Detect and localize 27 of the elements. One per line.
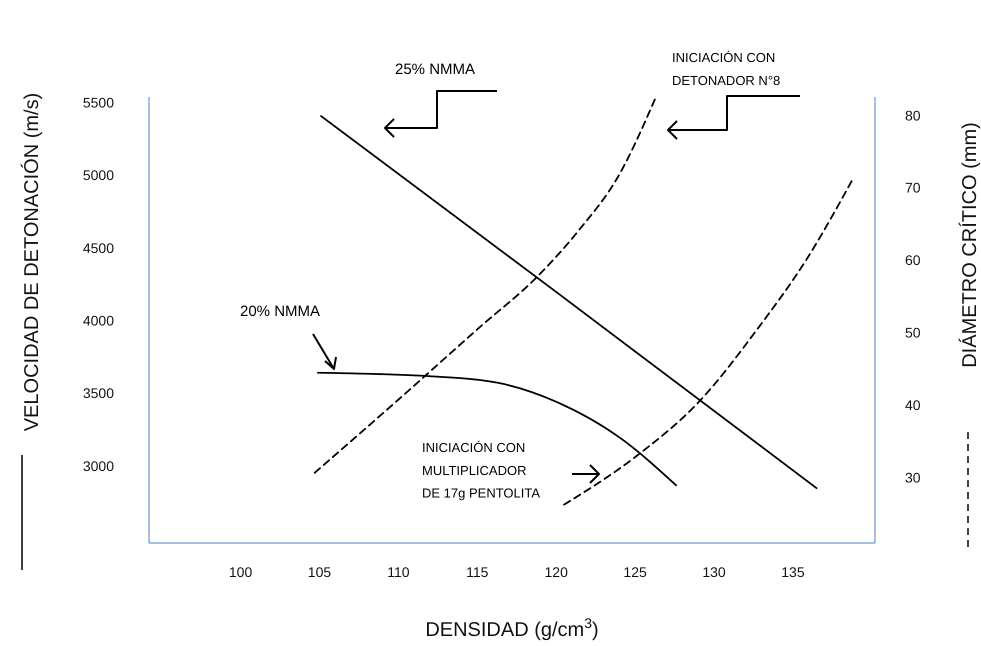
text: 25% NMMA	[395, 61, 476, 78]
y2-tick-label: 60	[905, 252, 921, 268]
y-tick-label: 5500	[82, 94, 114, 110]
x-tick-label: 110	[387, 564, 410, 580]
y2-tick-label: 80	[905, 107, 921, 124]
x-tick-label: 130	[702, 564, 726, 580]
y-tick-label: 4500	[82, 240, 114, 256]
y2-tick-label: 50	[905, 324, 921, 341]
y-tick-label: 3500	[82, 385, 114, 402]
series-label: INICIACIÓN CON DETONADOR N°8	[672, 50, 780, 88]
x-tick-label: 100	[228, 564, 252, 580]
y2-tick-label: 30	[905, 469, 921, 486]
y-axis-title: VELOCIDAD DE DETONACIÓN (m/s)	[20, 92, 43, 432]
x-tick-label: 125	[623, 564, 647, 580]
y-tick-label: 4000	[82, 312, 114, 328]
y2-tick-label: 40	[905, 396, 921, 413]
y-tick-label: 3000	[82, 458, 114, 474]
y2-tick-label: 70	[905, 180, 921, 196]
x-tick-label: 115	[466, 564, 489, 580]
y2-axis-title: DIÁMETRO CRÍTICO (mm)	[958, 122, 981, 368]
text: 20% NMMA	[240, 303, 320, 320]
y-tick-label: 5000	[82, 167, 114, 184]
x-tick-label: 135	[781, 564, 805, 580]
x-axis-title: DENSIDAD (g/cm$^{3}$)	[425, 615, 599, 641]
series-label: INICIACIÓN CON MULTIPLICADOR DE 17g PENTOLITA	[422, 440, 540, 500]
x-tick-label: 105	[308, 564, 332, 580]
x-tick-label: 120	[544, 564, 568, 580]
